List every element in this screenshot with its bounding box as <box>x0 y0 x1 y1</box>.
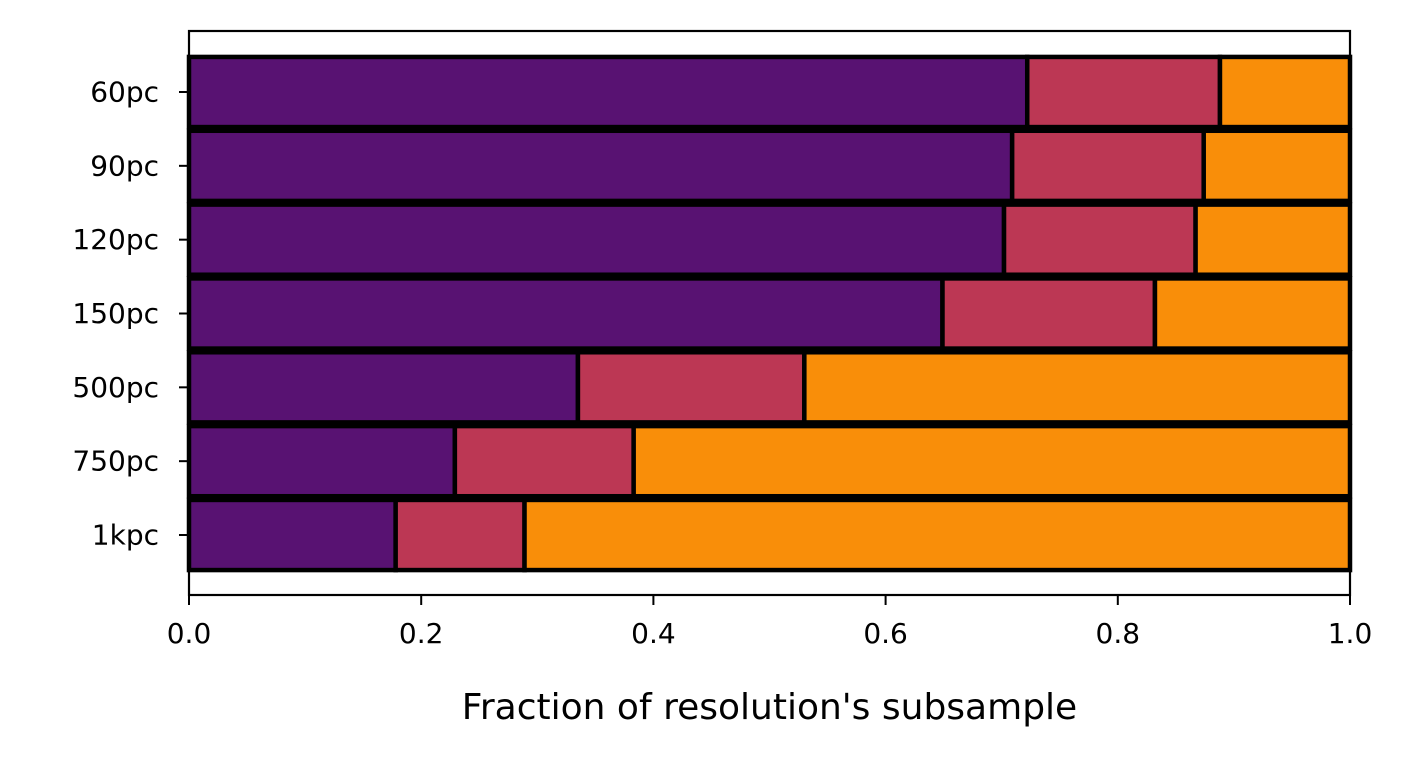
bar-60pc-segment-1 <box>186 54 1030 130</box>
y-tick-label: 1kpc <box>92 519 159 552</box>
bar-120pc-segment-1 <box>186 202 1007 277</box>
bar-90pc-segment-3 <box>1201 128 1353 204</box>
bar-150pc-segment-2 <box>940 276 1158 351</box>
bar-750pc-segment-1 <box>186 423 458 499</box>
x-tick-label: 1.0 <box>1328 617 1373 650</box>
bar-150pc-segment-1 <box>186 276 945 351</box>
bar-150pc-segment-3 <box>1152 276 1353 351</box>
x-tick-label: 0.4 <box>631 617 676 650</box>
y-tick-label: 90pc <box>90 149 159 182</box>
bar-750pc-segment-2 <box>452 423 636 499</box>
plot-frame <box>187 29 1352 597</box>
bar-1kpc-segment-3 <box>522 497 1353 573</box>
y-tick-label: 500pc <box>72 371 159 404</box>
bar-1kpc-segment-2 <box>393 497 527 573</box>
y-tick-label: 750pc <box>72 445 159 478</box>
y-tick-label: 60pc <box>90 76 159 109</box>
bar-500pc-segment-1 <box>186 350 581 425</box>
bar-500pc-segment-3 <box>802 350 1353 425</box>
x-tick-label: 0.2 <box>399 617 444 650</box>
bar-1kpc-segment-1 <box>186 497 398 573</box>
y-tick-label: 150pc <box>72 297 159 330</box>
bars-layer <box>186 54 1353 573</box>
y-tick-label: 120pc <box>72 223 159 256</box>
bar-90pc-segment-1 <box>186 128 1015 204</box>
bar-750pc-segment-3 <box>631 423 1353 499</box>
bar-60pc-segment-2 <box>1024 54 1223 130</box>
bar-120pc-segment-3 <box>1193 202 1353 277</box>
x-tick-label: 0.0 <box>167 617 212 650</box>
bar-60pc-segment-3 <box>1217 54 1353 130</box>
bar-90pc-segment-2 <box>1009 128 1206 204</box>
x-tick-label: 0.8 <box>1096 617 1141 650</box>
y-axis-ticks: 60pc 90pc 120pc 150pc 500pc 750pc 1kpc <box>72 76 189 552</box>
bar-500pc-segment-2 <box>575 350 807 425</box>
bar-120pc-segment-2 <box>1001 202 1198 277</box>
x-tick-label: 0.6 <box>863 617 908 650</box>
x-axis-ticks: 0.0 0.2 0.4 0.6 0.8 1.0 <box>167 595 1373 650</box>
x-axis-label: Fraction of resolution's subsample <box>462 687 1077 728</box>
